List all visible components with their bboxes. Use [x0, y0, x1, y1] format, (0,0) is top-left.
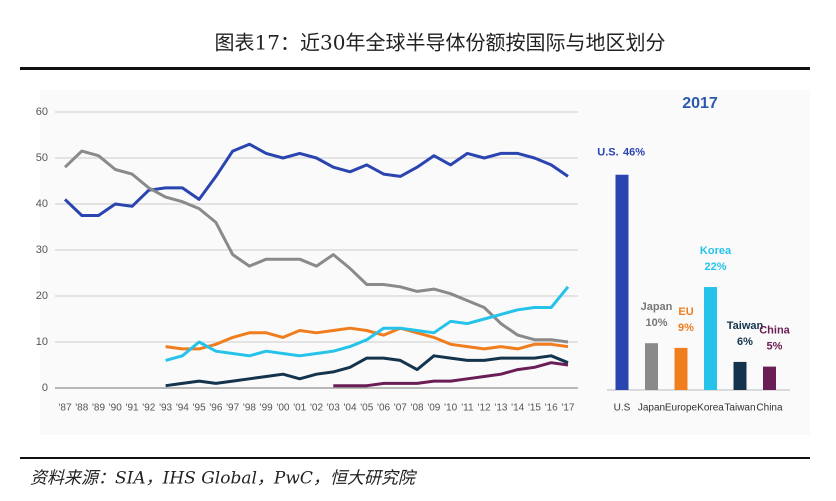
- x-tick-label: '92: [142, 403, 155, 414]
- x-tick-label: '11: [461, 403, 474, 414]
- x-tick-label: Europe: [665, 403, 698, 414]
- line: [63, 149, 569, 344]
- x-tick-label: '03: [327, 403, 340, 414]
- line: [333, 361, 569, 388]
- y-tick-label: 0: [42, 382, 48, 394]
- x-tick-label: Korea: [697, 403, 724, 414]
- bar: [674, 347, 688, 390]
- value-label: 46%: [623, 147, 645, 159]
- title: 图表17：近30年全球半导体份额按国际与地区划分: [215, 31, 666, 55]
- bar: [645, 343, 658, 390]
- value-label: 10%: [645, 317, 667, 329]
- value-label: 5%: [767, 341, 783, 353]
- value-label: 9%: [678, 322, 694, 334]
- x-tick-label: '01: [293, 403, 306, 414]
- y-tick-label: 20: [36, 290, 48, 302]
- x-tick-label: '07: [394, 403, 407, 414]
- y-tick-label: 10: [36, 336, 48, 348]
- x-tick-label: Taiwan: [724, 403, 755, 414]
- bar-label-name: EU: [678, 306, 693, 318]
- x-tick-label: '05: [360, 403, 373, 414]
- bar-chart-title: 2017: [682, 95, 718, 112]
- x-tick-label: '88: [75, 403, 88, 414]
- line: [165, 326, 569, 351]
- bar-label-name: Japan: [641, 301, 673, 313]
- bar-label-name: China: [759, 325, 790, 337]
- x-tick-label: '94: [176, 403, 189, 414]
- x-tick-label: '06: [377, 403, 390, 414]
- bar: [615, 174, 629, 390]
- x-tick-label: U.S: [614, 403, 631, 414]
- x-tick-label: '89: [92, 403, 105, 414]
- x-tick-label: '12: [478, 403, 491, 414]
- value-label: 6%: [737, 336, 753, 348]
- x-tick-label: '13: [494, 403, 507, 414]
- x-tick-label: '08: [411, 403, 424, 414]
- bottom-rule: [20, 457, 810, 459]
- y-tick-label: 60: [36, 106, 48, 118]
- value-label: 22%: [704, 261, 726, 273]
- y-tick-label: 40: [36, 198, 48, 210]
- x-tick-label: '02: [310, 403, 323, 414]
- line: [63, 142, 569, 217]
- x-tick-label: '15: [528, 403, 541, 414]
- x-tick-label: '09: [427, 403, 440, 414]
- x-tick-label: '10: [444, 403, 457, 414]
- line: [165, 354, 569, 388]
- x-tick-label: Japan: [638, 403, 665, 414]
- x-tick-label: '93: [159, 403, 172, 414]
- y-tick-label: 50: [36, 152, 48, 164]
- bar-label-name: Korea: [700, 245, 732, 257]
- x-tick-label: '96: [209, 403, 222, 414]
- x-tick-label: '16: [545, 403, 558, 414]
- source: 资料来源：SIA，IHS Global，PwC，恒大研究院: [30, 469, 418, 489]
- x-tick-label: '14: [511, 403, 524, 414]
- x-tick-label: '97: [226, 403, 239, 414]
- x-tick-label: '98: [243, 403, 256, 414]
- line: [165, 285, 570, 362]
- bar: [704, 287, 717, 390]
- bar: [763, 366, 776, 390]
- x-tick-label: '04: [344, 403, 357, 414]
- x-tick-label: '87: [58, 403, 71, 414]
- bar: [733, 361, 747, 390]
- y-tick-label: 30: [36, 244, 48, 256]
- bar-label-name: Taiwan: [727, 320, 764, 332]
- x-tick-label: '17: [561, 403, 574, 414]
- bar-label-name: U.S.: [597, 147, 618, 159]
- x-tick-label: China: [756, 403, 783, 414]
- x-tick-label: '00: [276, 403, 289, 414]
- x-tick-label: '91: [126, 403, 139, 414]
- x-tick-label: '99: [260, 403, 273, 414]
- x-tick-label: '90: [109, 403, 122, 414]
- top-rule: [20, 67, 810, 70]
- x-tick-label: '95: [193, 403, 206, 414]
